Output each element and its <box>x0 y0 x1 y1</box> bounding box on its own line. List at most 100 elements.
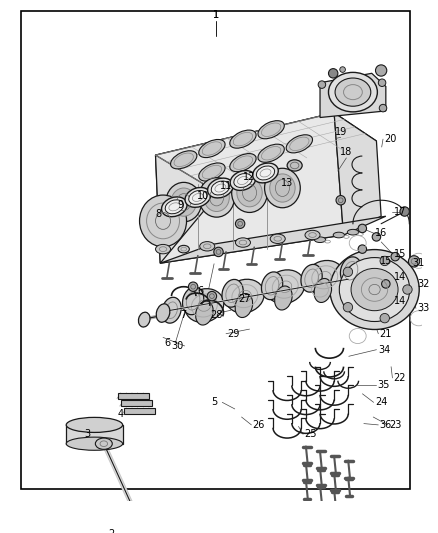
Ellipse shape <box>140 195 187 247</box>
Text: 3: 3 <box>84 429 90 439</box>
Circle shape <box>403 285 412 294</box>
Text: 35: 35 <box>378 381 390 391</box>
Text: 20: 20 <box>385 134 397 144</box>
Ellipse shape <box>335 78 371 106</box>
Ellipse shape <box>138 312 150 327</box>
Circle shape <box>375 65 387 76</box>
Polygon shape <box>118 393 149 399</box>
Circle shape <box>380 256 389 265</box>
Polygon shape <box>155 113 343 263</box>
Text: 26: 26 <box>253 420 265 430</box>
Circle shape <box>328 69 338 78</box>
Circle shape <box>372 233 381 241</box>
Ellipse shape <box>95 438 112 449</box>
Text: 23: 23 <box>389 420 401 430</box>
Polygon shape <box>66 425 123 443</box>
Text: 24: 24 <box>375 397 387 407</box>
Ellipse shape <box>162 297 181 323</box>
Ellipse shape <box>204 183 230 212</box>
Ellipse shape <box>166 182 201 222</box>
Ellipse shape <box>230 130 256 148</box>
Circle shape <box>340 67 346 72</box>
Ellipse shape <box>185 188 211 207</box>
Ellipse shape <box>330 249 419 329</box>
Ellipse shape <box>270 234 285 244</box>
Text: 13: 13 <box>281 179 293 188</box>
Text: 6: 6 <box>198 286 204 296</box>
Ellipse shape <box>270 174 295 202</box>
Ellipse shape <box>286 135 313 153</box>
Ellipse shape <box>253 163 278 183</box>
Text: 22: 22 <box>394 373 406 383</box>
Circle shape <box>188 282 198 292</box>
Ellipse shape <box>133 520 150 532</box>
Ellipse shape <box>127 516 155 533</box>
Ellipse shape <box>170 151 197 169</box>
Circle shape <box>408 256 420 267</box>
Text: 36: 36 <box>380 420 392 430</box>
Text: 19: 19 <box>335 127 347 136</box>
Text: 34: 34 <box>378 345 390 354</box>
Ellipse shape <box>287 160 302 171</box>
Text: 5: 5 <box>212 397 218 407</box>
Ellipse shape <box>230 154 256 172</box>
Ellipse shape <box>183 287 204 314</box>
Ellipse shape <box>328 72 378 112</box>
Ellipse shape <box>258 120 284 139</box>
Ellipse shape <box>275 286 292 310</box>
Text: 28: 28 <box>210 310 223 320</box>
Ellipse shape <box>230 171 256 190</box>
Circle shape <box>380 313 389 323</box>
Text: 18: 18 <box>340 147 353 157</box>
Text: 1: 1 <box>212 10 219 20</box>
Polygon shape <box>121 400 152 406</box>
Circle shape <box>358 245 367 253</box>
Text: 4: 4 <box>118 409 124 418</box>
Text: 1: 1 <box>212 10 219 20</box>
Ellipse shape <box>208 178 233 198</box>
Circle shape <box>379 104 387 112</box>
Text: 9: 9 <box>178 200 184 210</box>
Ellipse shape <box>165 200 184 214</box>
Ellipse shape <box>196 301 213 325</box>
Text: 6: 6 <box>165 338 171 348</box>
Circle shape <box>400 207 410 216</box>
Text: 7: 7 <box>180 310 187 320</box>
Text: 11: 11 <box>220 181 232 191</box>
Ellipse shape <box>340 257 362 285</box>
Ellipse shape <box>235 294 253 318</box>
Circle shape <box>343 267 353 277</box>
Ellipse shape <box>185 289 224 322</box>
Ellipse shape <box>234 174 252 188</box>
Ellipse shape <box>66 437 123 450</box>
Polygon shape <box>334 113 381 235</box>
Ellipse shape <box>222 279 243 307</box>
Ellipse shape <box>333 232 344 238</box>
Text: 31: 31 <box>413 258 425 268</box>
Text: 2: 2 <box>108 529 114 533</box>
Polygon shape <box>155 155 207 263</box>
Ellipse shape <box>178 245 189 253</box>
Ellipse shape <box>339 257 410 321</box>
Ellipse shape <box>314 278 332 303</box>
Ellipse shape <box>261 272 283 300</box>
Ellipse shape <box>162 197 187 217</box>
Ellipse shape <box>199 140 225 158</box>
Ellipse shape <box>226 279 264 313</box>
Ellipse shape <box>211 181 230 195</box>
Text: 32: 32 <box>417 279 430 289</box>
Ellipse shape <box>232 173 267 213</box>
Text: 21: 21 <box>380 329 392 338</box>
Ellipse shape <box>305 230 320 240</box>
Ellipse shape <box>258 144 284 162</box>
Text: 25: 25 <box>304 429 317 439</box>
Ellipse shape <box>156 304 170 322</box>
Ellipse shape <box>301 264 322 292</box>
Ellipse shape <box>235 238 251 247</box>
Polygon shape <box>155 113 376 183</box>
Text: 15: 15 <box>380 256 392 266</box>
Ellipse shape <box>347 229 359 235</box>
Ellipse shape <box>171 188 196 216</box>
Polygon shape <box>124 408 155 414</box>
Text: 12: 12 <box>244 172 256 182</box>
